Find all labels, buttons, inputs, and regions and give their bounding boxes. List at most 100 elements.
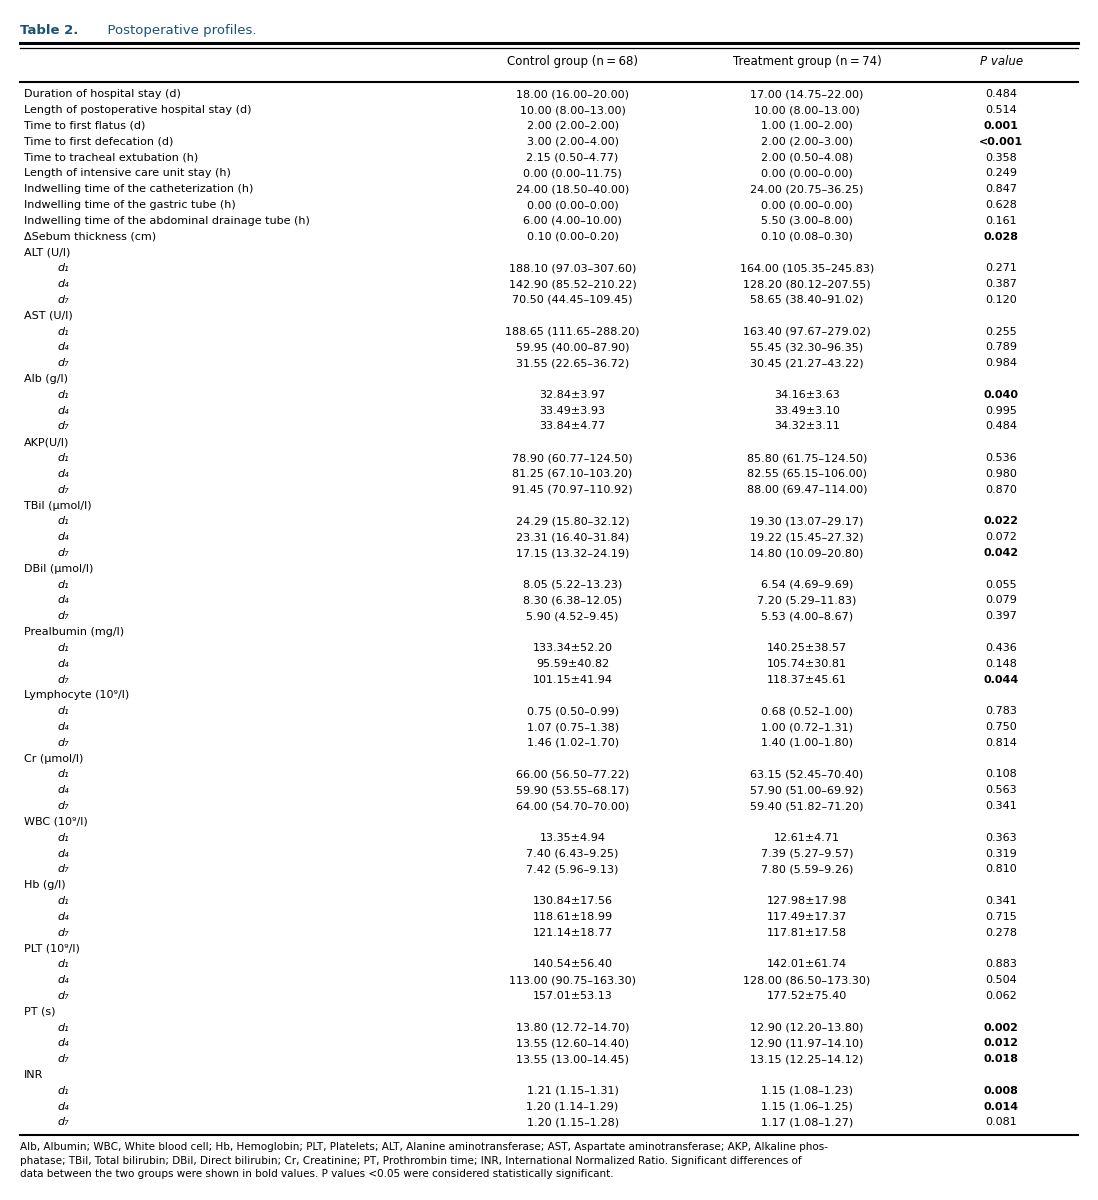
Text: 24.00 (20.75–36.25): 24.00 (20.75–36.25) (750, 185, 864, 194)
Text: 0.161: 0.161 (986, 216, 1017, 226)
Text: d₇: d₇ (57, 1117, 69, 1128)
Text: Cr (μmol/l): Cr (μmol/l) (24, 754, 83, 763)
Text: 142.01±61.74: 142.01±61.74 (768, 959, 847, 970)
Text: 0.022: 0.022 (984, 516, 1019, 527)
Text: d₁: d₁ (57, 896, 69, 906)
Text: DBil (μmol/l): DBil (μmol/l) (24, 564, 93, 574)
Text: 0.814: 0.814 (985, 738, 1018, 748)
Text: Control group (n = 68): Control group (n = 68) (507, 55, 638, 68)
Text: 88.00 (69.47–114.00): 88.00 (69.47–114.00) (747, 485, 867, 494)
Text: d₇: d₇ (57, 864, 69, 875)
Text: Lymphocyte (10⁹/l): Lymphocyte (10⁹/l) (24, 690, 130, 701)
Text: 7.20 (5.29–11.83): 7.20 (5.29–11.83) (758, 595, 856, 606)
Text: 117.81±17.58: 117.81±17.58 (768, 928, 847, 937)
Text: 2.00 (2.00–2.00): 2.00 (2.00–2.00) (527, 121, 618, 131)
Text: 1.21 (1.15–1.31): 1.21 (1.15–1.31) (527, 1086, 618, 1096)
Text: d₄: d₄ (57, 1038, 69, 1049)
Text: 7.42 (5.96–9.13): 7.42 (5.96–9.13) (526, 864, 619, 875)
Text: 0.271: 0.271 (985, 263, 1018, 274)
Text: 57.90 (51.00–69.92): 57.90 (51.00–69.92) (750, 785, 864, 796)
Text: d₇: d₇ (57, 421, 69, 432)
Text: 0.255: 0.255 (986, 326, 1017, 336)
Text: d₇: d₇ (57, 1055, 69, 1064)
Text: 0.504: 0.504 (986, 976, 1017, 985)
Text: Treatment group (n = 74): Treatment group (n = 74) (732, 55, 882, 68)
Text: 133.34±52.20: 133.34±52.20 (533, 643, 613, 653)
Text: 12.90 (11.97–14.10): 12.90 (11.97–14.10) (750, 1038, 864, 1049)
Text: 1.40 (1.00–1.80): 1.40 (1.00–1.80) (761, 738, 853, 748)
Text: 64.00 (54.70–70.00): 64.00 (54.70–70.00) (516, 802, 629, 811)
Text: 157.01±53.13: 157.01±53.13 (533, 991, 613, 1001)
Text: 0.10 (0.00–0.20): 0.10 (0.00–0.20) (527, 232, 618, 241)
Text: INR: INR (24, 1070, 44, 1080)
Text: 0.883: 0.883 (985, 959, 1018, 970)
Text: 121.14±18.77: 121.14±18.77 (533, 928, 613, 937)
Text: d₄: d₄ (57, 976, 69, 985)
Text: Time to first flatus (d): Time to first flatus (d) (24, 121, 146, 131)
Text: 0.081: 0.081 (986, 1117, 1017, 1128)
Text: P value: P value (979, 55, 1023, 68)
Text: 81.25 (67.10–103.20): 81.25 (67.10–103.20) (513, 469, 632, 479)
Text: 1.46 (1.02–1.70): 1.46 (1.02–1.70) (527, 738, 618, 748)
Text: 101.15±41.94: 101.15±41.94 (533, 674, 613, 684)
Text: d₇: d₇ (57, 928, 69, 937)
Text: d₁: d₁ (57, 580, 69, 589)
Text: 128.00 (86.50–173.30): 128.00 (86.50–173.30) (743, 976, 871, 985)
Text: 5.50 (3.00–8.00): 5.50 (3.00–8.00) (761, 216, 853, 226)
Text: d₇: d₇ (57, 611, 69, 622)
Text: 85.80 (61.75–124.50): 85.80 (61.75–124.50) (747, 454, 867, 463)
Text: 7.39 (5.27–9.57): 7.39 (5.27–9.57) (761, 848, 853, 858)
Text: 33.49±3.10: 33.49±3.10 (774, 406, 840, 415)
Text: d₁: d₁ (57, 769, 69, 780)
Text: Indwelling time of the gastric tube (h): Indwelling time of the gastric tube (h) (24, 200, 236, 210)
Text: Time to first defecation (d): Time to first defecation (d) (24, 137, 173, 146)
Text: d₇: d₇ (57, 738, 69, 748)
Text: 188.65 (111.65–288.20): 188.65 (111.65–288.20) (505, 326, 640, 336)
Text: 8.30 (6.38–12.05): 8.30 (6.38–12.05) (523, 595, 623, 606)
Text: 0.387: 0.387 (985, 280, 1018, 289)
Text: 19.22 (15.45–27.32): 19.22 (15.45–27.32) (750, 533, 864, 542)
Text: 0.079: 0.079 (985, 595, 1018, 606)
Text: 2.00 (0.50–4.08): 2.00 (0.50–4.08) (761, 152, 853, 162)
Text: <0.001: <0.001 (979, 137, 1023, 146)
Text: 32.84±3.97: 32.84±3.97 (539, 390, 606, 400)
Text: Alb, Albumin; WBC, White blood cell; Hb, Hemoglobin; PLT, Platelets; ALT, Alanin: Alb, Albumin; WBC, White blood cell; Hb,… (20, 1142, 828, 1178)
Text: 30.45 (21.27–43.22): 30.45 (21.27–43.22) (750, 359, 864, 368)
Text: 0.072: 0.072 (985, 533, 1018, 542)
Text: 1.07 (0.75–1.38): 1.07 (0.75–1.38) (527, 722, 618, 732)
Text: d₄: d₄ (57, 595, 69, 606)
Text: 118.61±18.99: 118.61±18.99 (533, 912, 613, 922)
Text: 91.45 (70.97–110.92): 91.45 (70.97–110.92) (513, 485, 632, 494)
Text: d₄: d₄ (57, 785, 69, 796)
Text: 1.00 (0.72–1.31): 1.00 (0.72–1.31) (761, 722, 853, 732)
Text: d₇: d₇ (57, 548, 69, 558)
Text: 55.45 (32.30–96.35): 55.45 (32.30–96.35) (750, 342, 864, 353)
Text: ΔSebum thickness (cm): ΔSebum thickness (cm) (24, 232, 156, 241)
Text: 105.74±30.81: 105.74±30.81 (768, 659, 847, 668)
Text: 0.750: 0.750 (986, 722, 1017, 732)
Text: 0.484: 0.484 (985, 89, 1018, 100)
Text: 23.31 (16.40–31.84): 23.31 (16.40–31.84) (516, 533, 629, 542)
Text: d₇: d₇ (57, 485, 69, 494)
Text: d₇: d₇ (57, 295, 69, 305)
Text: 5.53 (4.00–8.67): 5.53 (4.00–8.67) (761, 611, 853, 622)
Text: d₇: d₇ (57, 802, 69, 811)
Text: 82.55 (65.15–106.00): 82.55 (65.15–106.00) (747, 469, 867, 479)
Text: 0.68 (0.52–1.00): 0.68 (0.52–1.00) (761, 707, 853, 716)
Text: PT (s): PT (s) (24, 1007, 56, 1016)
Text: Postoperative profiles.: Postoperative profiles. (99, 24, 256, 37)
Text: 0.436: 0.436 (986, 643, 1017, 653)
Text: d₁: d₁ (57, 454, 69, 463)
Text: 1.17 (1.08–1.27): 1.17 (1.08–1.27) (761, 1117, 853, 1128)
Text: d₁: d₁ (57, 959, 69, 970)
Text: d₄: d₄ (57, 469, 69, 479)
Text: 1.00 (1.00–2.00): 1.00 (1.00–2.00) (761, 121, 853, 131)
Text: d₁: d₁ (57, 326, 69, 336)
Text: 95.59±40.82: 95.59±40.82 (536, 659, 609, 668)
Text: d₄: d₄ (57, 912, 69, 922)
Text: 0.870: 0.870 (985, 485, 1018, 494)
Text: 0.810: 0.810 (986, 864, 1017, 875)
Text: 58.65 (38.40–91.02): 58.65 (38.40–91.02) (750, 295, 864, 305)
Text: 10.00 (8.00–13.00): 10.00 (8.00–13.00) (519, 106, 626, 115)
Text: d₄: d₄ (57, 280, 69, 289)
